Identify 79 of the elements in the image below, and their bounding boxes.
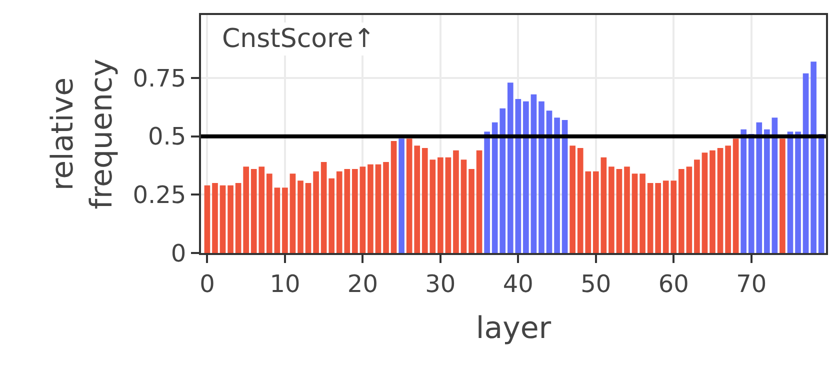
bar — [390, 141, 397, 253]
bar — [320, 162, 327, 253]
bar — [352, 169, 358, 253]
x-tick-label: 0 — [200, 270, 215, 298]
bar — [732, 138, 739, 253]
bar — [787, 132, 794, 253]
bar — [818, 134, 824, 253]
bar — [678, 169, 684, 253]
bar — [546, 110, 552, 253]
bar — [445, 157, 452, 253]
bar — [795, 132, 801, 253]
bar — [640, 174, 646, 253]
bar — [468, 169, 474, 253]
x-tick-label: 50 — [580, 270, 612, 298]
bar — [772, 118, 778, 253]
bar — [298, 180, 304, 253]
bar — [274, 188, 280, 253]
x-tick-label: 40 — [502, 270, 534, 298]
bar — [530, 94, 537, 253]
bar — [725, 146, 731, 253]
bar — [686, 166, 692, 253]
y-axis-title: relative frequency — [45, 58, 120, 210]
x-tick-label: 20 — [347, 270, 378, 298]
bar — [282, 188, 288, 253]
bar — [453, 150, 459, 253]
bar — [220, 185, 226, 253]
bar — [694, 160, 700, 253]
x-tick-label: 10 — [270, 270, 300, 298]
bar — [523, 101, 529, 253]
bar — [368, 164, 374, 253]
bar — [460, 160, 467, 253]
x-tick-label: 70 — [736, 270, 767, 298]
bar — [204, 185, 210, 253]
bar — [600, 157, 607, 253]
bar — [570, 146, 576, 253]
bar — [710, 150, 716, 253]
bar — [538, 101, 544, 253]
bar — [515, 99, 522, 253]
y-tick-label: 0.5 — [148, 122, 186, 151]
bar — [476, 150, 482, 253]
bar — [507, 82, 514, 253]
bar — [802, 73, 809, 253]
bar — [305, 183, 312, 253]
bar — [764, 129, 770, 253]
bar — [313, 171, 319, 253]
bar — [484, 132, 490, 253]
bar — [780, 138, 786, 253]
x-axis-title: layer — [476, 310, 552, 346]
bar — [328, 178, 335, 253]
bar — [212, 183, 218, 253]
bar — [647, 183, 654, 253]
bar — [290, 174, 296, 253]
bar — [375, 164, 382, 253]
bar — [624, 166, 630, 253]
bar — [702, 152, 708, 253]
bar — [398, 138, 404, 253]
bar — [655, 183, 661, 253]
y-tick-label: 0 — [170, 239, 186, 268]
bar — [235, 183, 242, 253]
bar — [592, 171, 599, 253]
bar — [554, 118, 560, 253]
bar — [616, 169, 622, 253]
y-tick-label: 0.75 — [132, 64, 186, 92]
annotation: CnstScore↑ — [222, 24, 375, 54]
bar — [228, 185, 234, 253]
bar — [740, 129, 747, 253]
x-tick-label: 60 — [658, 270, 689, 298]
bar — [438, 157, 444, 253]
bar — [632, 174, 638, 253]
x-tick-label: 30 — [425, 270, 456, 298]
bar — [383, 162, 389, 253]
y-tick-label: 0.25 — [132, 181, 186, 210]
bar — [266, 174, 272, 253]
bar — [562, 120, 568, 253]
bar — [243, 166, 249, 253]
bar — [717, 148, 724, 253]
bar — [608, 166, 614, 253]
bar — [810, 62, 816, 253]
bar — [360, 166, 366, 253]
